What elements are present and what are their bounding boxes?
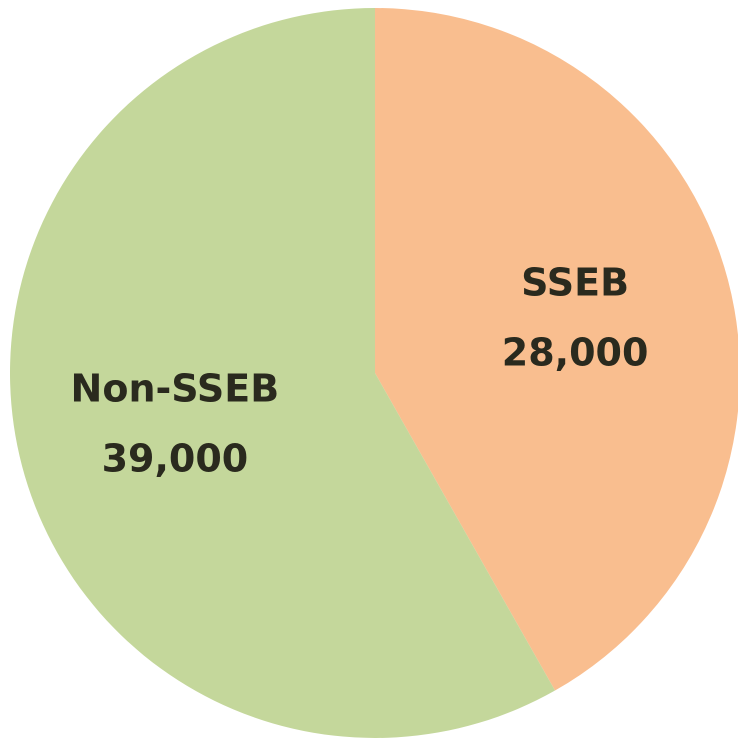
pie-slice bbox=[375, 8, 738, 691]
slice-value: 28,000 bbox=[502, 331, 649, 375]
slice-value: 39,000 bbox=[102, 436, 249, 480]
slice-label: SSEB bbox=[521, 261, 629, 305]
slice-label: Non-SSEB bbox=[71, 366, 280, 410]
pie-slice bbox=[9, 8, 556, 738]
